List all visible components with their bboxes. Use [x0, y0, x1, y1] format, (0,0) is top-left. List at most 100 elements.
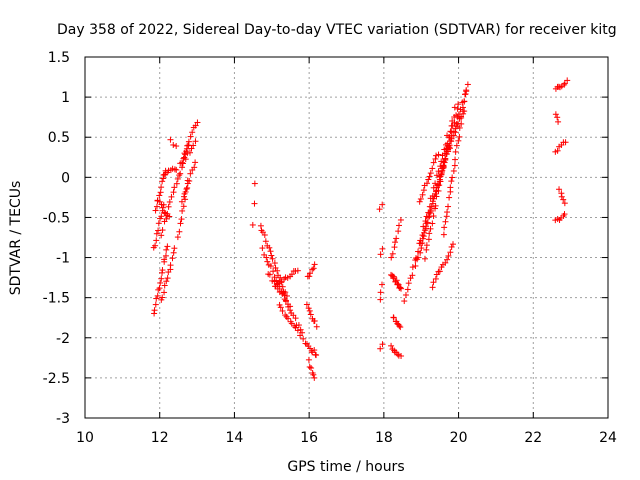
data-point	[186, 149, 193, 156]
data-point	[436, 182, 443, 189]
data-point	[416, 198, 423, 205]
data-point	[173, 180, 180, 187]
data-point	[164, 243, 171, 250]
data-point	[292, 315, 299, 322]
data-point	[555, 118, 562, 125]
data-point	[262, 238, 269, 245]
data-point	[417, 249, 424, 256]
data-point	[398, 285, 405, 292]
y-tick-label: 1.5	[48, 50, 70, 66]
data-point	[300, 335, 307, 342]
data-point	[178, 216, 185, 223]
y-tick-label: -2	[56, 331, 70, 347]
data-point	[446, 194, 453, 201]
data-point	[395, 228, 402, 235]
data-point	[432, 275, 439, 282]
data-point	[295, 322, 302, 329]
data-point	[163, 278, 170, 285]
data-point	[153, 295, 160, 302]
data-point	[152, 207, 159, 214]
data-point	[463, 87, 470, 94]
data-point	[398, 353, 405, 360]
data-point	[393, 277, 400, 284]
data-point	[459, 104, 466, 111]
data-point	[184, 184, 191, 191]
data-point	[155, 220, 162, 227]
data-point	[432, 155, 439, 162]
data-point	[430, 159, 437, 166]
y-tick-label: -0.5	[43, 210, 70, 226]
data-point	[425, 176, 432, 183]
data-point	[251, 200, 258, 207]
data-point	[189, 129, 196, 136]
data-point	[287, 303, 294, 310]
data-point	[377, 296, 384, 303]
data-point	[427, 207, 434, 214]
data-point	[311, 317, 318, 324]
data-point	[305, 305, 312, 312]
data-point	[426, 230, 433, 237]
data-point	[436, 173, 443, 180]
data-point	[190, 142, 197, 149]
data-point	[187, 133, 194, 140]
data-point	[153, 230, 160, 237]
data-point	[311, 374, 318, 381]
data-point	[297, 332, 304, 339]
data-point	[378, 281, 385, 288]
data-point	[271, 278, 278, 285]
data-point	[285, 315, 292, 322]
data-point	[267, 263, 274, 270]
data-point	[158, 184, 165, 191]
data-point	[442, 150, 449, 157]
data-point	[154, 292, 161, 299]
data-point	[194, 119, 201, 126]
data-point	[394, 280, 401, 287]
x-tick-label: 16	[300, 430, 318, 446]
data-point	[268, 252, 275, 259]
tick-labels: 10 12 14 16 18 20 22 24 -3 -2.5 -2 -1.5 -1 -0.5 0 0.5 1 1…	[43, 50, 617, 446]
data-point	[303, 301, 310, 308]
data-point	[448, 243, 455, 250]
data-point	[451, 162, 458, 169]
data-point	[181, 193, 188, 200]
data-point	[306, 307, 313, 314]
data-point	[447, 128, 454, 135]
data-point	[277, 274, 284, 281]
x-tick-label: 10	[76, 430, 94, 446]
chart-title: Day 358 of 2022, Sidereal Day-to-day VTE…	[57, 22, 617, 38]
data-point	[440, 231, 447, 238]
data-point	[390, 275, 397, 282]
data-point	[178, 198, 185, 205]
data-point	[396, 322, 403, 329]
data-point	[447, 249, 454, 256]
data-point	[401, 298, 408, 305]
data-point	[311, 347, 318, 354]
data-point	[417, 195, 424, 202]
data-point	[558, 193, 565, 200]
data-point	[425, 236, 432, 243]
data-point	[167, 136, 174, 143]
data-point	[164, 210, 171, 217]
data-point	[440, 162, 447, 169]
data-point	[161, 256, 168, 263]
data-point	[454, 105, 461, 112]
data-point	[184, 180, 191, 187]
data-point	[266, 244, 273, 251]
data-point	[192, 138, 199, 145]
data-point	[183, 186, 190, 193]
data-point	[167, 262, 174, 269]
data-point	[462, 91, 469, 98]
data-point	[282, 297, 289, 304]
data-point	[452, 156, 459, 163]
y-tick-label: -3	[56, 411, 70, 427]
data-point	[266, 271, 273, 278]
data-point	[163, 215, 170, 222]
data-point	[424, 180, 431, 187]
data-point	[445, 203, 452, 210]
data-point	[450, 167, 457, 174]
data-point	[402, 291, 409, 298]
data-point	[461, 98, 468, 105]
data-point	[170, 249, 177, 256]
data-point	[450, 241, 457, 248]
